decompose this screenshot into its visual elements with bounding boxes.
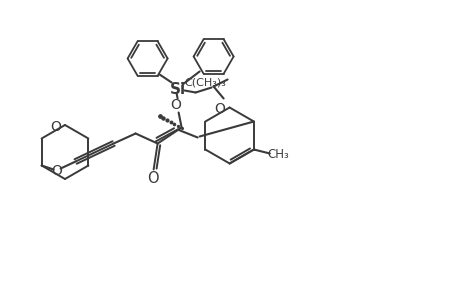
Text: O: O bbox=[170, 98, 181, 112]
Text: Si: Si bbox=[169, 82, 185, 97]
Text: CH₃: CH₃ bbox=[266, 148, 288, 161]
Text: O: O bbox=[213, 101, 224, 116]
Text: O: O bbox=[50, 120, 61, 134]
Text: C(CH₃)₃: C(CH₃)₃ bbox=[184, 77, 226, 88]
Text: O: O bbox=[51, 164, 62, 178]
Text: O: O bbox=[146, 171, 158, 186]
